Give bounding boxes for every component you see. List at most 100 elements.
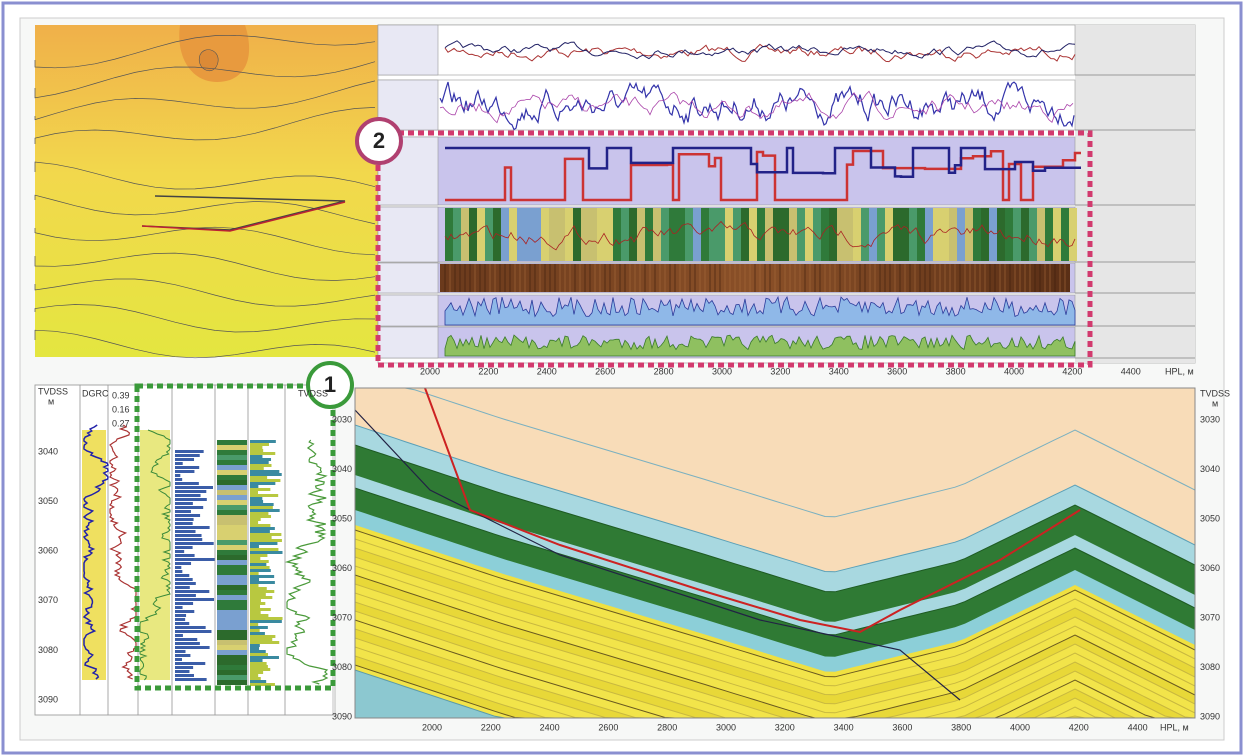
lithology-strip bbox=[813, 208, 821, 261]
bar-log bbox=[250, 533, 282, 536]
depth-tick-label: 3070 bbox=[332, 612, 352, 622]
lithology-strip bbox=[677, 208, 685, 261]
lithology-strip bbox=[217, 620, 247, 625]
lithology-strip bbox=[217, 460, 247, 465]
lithology-strip bbox=[217, 675, 247, 680]
log-tracks-panel: 2000 2200 2400 2600 2800 3000 3200 3400 3600 3800… bbox=[377, 24, 1196, 376]
lithology-strip bbox=[217, 525, 247, 530]
bar-log bbox=[175, 634, 183, 637]
lithology-strip bbox=[517, 208, 525, 261]
track-header bbox=[377, 206, 439, 263]
lithology-strip bbox=[217, 515, 247, 520]
x-axis-unit: HPL, м bbox=[1160, 722, 1189, 732]
lithology-strip bbox=[217, 540, 247, 545]
lithology-strip bbox=[885, 208, 893, 261]
bar-log bbox=[250, 617, 283, 620]
bar-log bbox=[250, 596, 273, 599]
x-tick-label: 4200 bbox=[1069, 722, 1089, 732]
bar-log bbox=[250, 530, 270, 533]
callout-label: 1 bbox=[324, 372, 336, 397]
bar-log bbox=[175, 482, 199, 485]
bar-log bbox=[250, 620, 282, 623]
bar-log bbox=[250, 446, 263, 449]
x-tick-label: 4000 bbox=[1004, 366, 1024, 376]
log-curve bbox=[439, 81, 1075, 131]
x-tick-label: 3400 bbox=[829, 366, 849, 376]
bar-log bbox=[175, 594, 196, 597]
contour bbox=[34, 329, 376, 359]
log-curve bbox=[445, 146, 1081, 179]
section-frame bbox=[354, 387, 1196, 719]
bar-log bbox=[175, 526, 210, 529]
lithology-strip bbox=[725, 208, 733, 261]
x-tick-label: 2200 bbox=[478, 366, 498, 376]
bar-log bbox=[175, 630, 212, 633]
lithology-strip bbox=[217, 585, 247, 590]
lithology-strip bbox=[1061, 208, 1069, 261]
contour bbox=[34, 304, 376, 333]
bar-log bbox=[250, 458, 272, 461]
lithology-strip bbox=[1045, 208, 1053, 261]
x-tick-label: 2400 bbox=[537, 366, 557, 376]
bar-log bbox=[250, 683, 275, 686]
bar-log bbox=[250, 482, 276, 485]
callout-circle bbox=[306, 361, 354, 409]
bar-log bbox=[250, 605, 261, 608]
lithology-strip bbox=[217, 440, 247, 445]
x-tick-label: 3000 bbox=[712, 366, 732, 376]
bar-log bbox=[250, 440, 276, 443]
bar-log bbox=[250, 449, 264, 452]
depth-tick-label: 3070 bbox=[38, 595, 58, 605]
lithology-strip bbox=[217, 480, 247, 485]
lithology-strip bbox=[845, 208, 853, 261]
bar-log bbox=[175, 502, 193, 505]
depth-tick-label: 3030 bbox=[332, 414, 352, 424]
x-tick-label: 3200 bbox=[770, 366, 790, 376]
bar-log bbox=[175, 618, 186, 621]
bar-log bbox=[175, 670, 190, 673]
bar-log bbox=[175, 478, 183, 481]
bar-log bbox=[175, 658, 182, 661]
x-tick-label: 3200 bbox=[775, 722, 795, 732]
x-tick-label: 2200 bbox=[481, 722, 501, 732]
lithology-strip bbox=[1037, 208, 1045, 261]
lithology-strip bbox=[597, 208, 605, 261]
lithology-strip bbox=[217, 505, 247, 510]
callout-label: 2 bbox=[373, 128, 385, 153]
bar-log bbox=[175, 470, 195, 473]
lithology-strip bbox=[765, 208, 773, 261]
bar-log bbox=[250, 623, 259, 626]
lithology-strip bbox=[217, 670, 247, 675]
bar-log bbox=[175, 486, 214, 489]
bar-log bbox=[175, 650, 186, 653]
bar-log bbox=[175, 626, 206, 629]
depth-label: TVDSS bbox=[1200, 388, 1230, 398]
bar-log bbox=[250, 632, 265, 635]
bar-log bbox=[175, 538, 203, 541]
depth-unit: м bbox=[1212, 398, 1218, 408]
bar-log bbox=[250, 566, 270, 569]
lithology-strip bbox=[589, 208, 597, 261]
bar-log bbox=[175, 542, 214, 545]
lithology-strip bbox=[217, 610, 247, 615]
lithology-strip bbox=[217, 575, 247, 580]
bar-log bbox=[250, 614, 269, 617]
lithology-strip bbox=[757, 208, 765, 261]
depth-tick-label: 3080 bbox=[1200, 662, 1220, 672]
lithology-strip bbox=[773, 208, 781, 261]
bar-log bbox=[175, 534, 202, 537]
lithology-strip bbox=[217, 680, 247, 685]
bar-log bbox=[250, 638, 273, 641]
bar-log bbox=[250, 452, 276, 455]
x-axis-unit: HPL, м bbox=[1165, 366, 1194, 376]
bar-log bbox=[250, 563, 267, 566]
log-curve bbox=[82, 424, 110, 680]
bar-log bbox=[250, 584, 259, 587]
bar-log bbox=[175, 674, 194, 677]
bar-log bbox=[250, 578, 260, 581]
lithology-strip bbox=[829, 208, 837, 261]
bar-log bbox=[175, 566, 182, 569]
lithology-strip bbox=[217, 555, 247, 560]
bar-log bbox=[250, 512, 269, 515]
bar-log bbox=[250, 536, 272, 539]
